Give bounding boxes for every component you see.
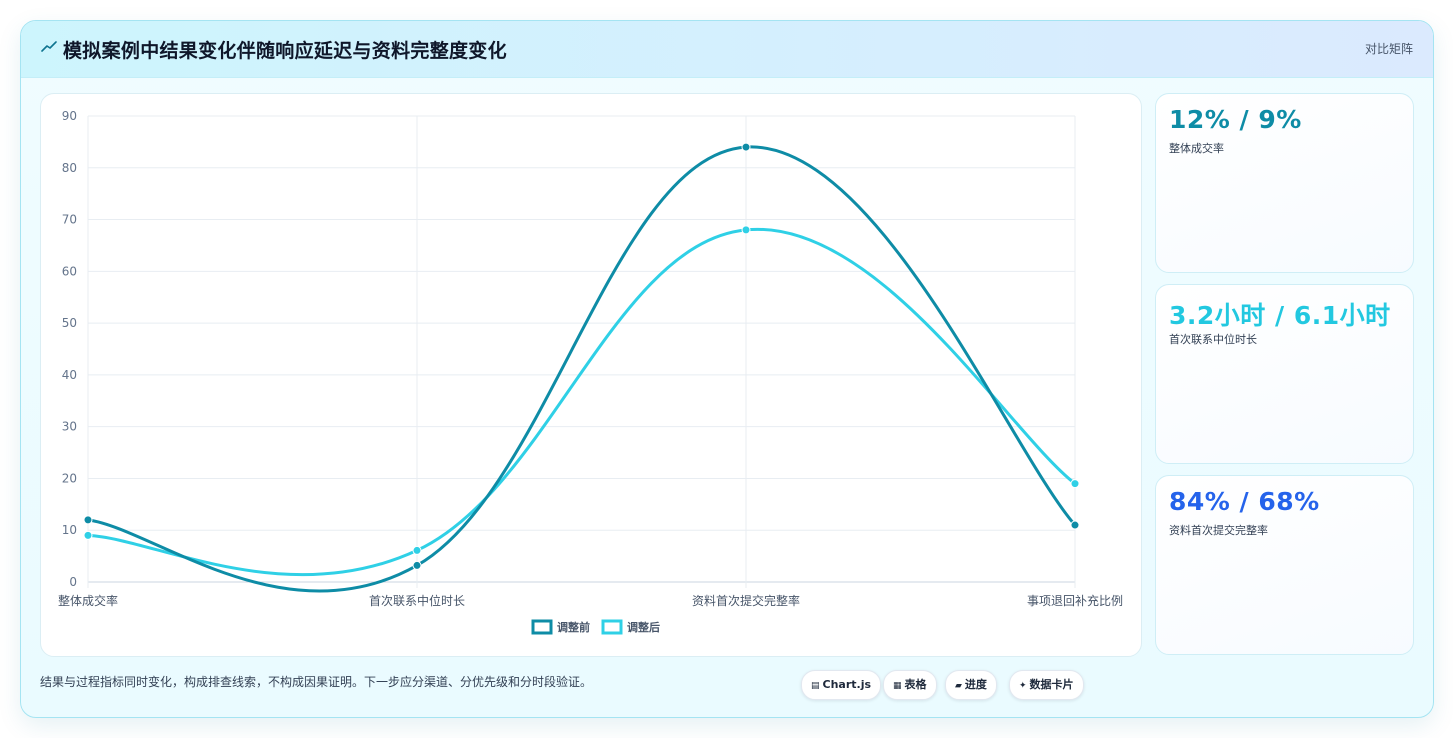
kpi-label: 首次联系中位时长 [1169,333,1257,346]
report-card: 模拟案例中结果变化伴随响应延迟与资料完整度变化 对比矩阵 0 10 20 30 40 50… [20,20,1434,718]
y-tick-label: 80 [62,161,77,175]
x-tick-label: 事项退回补充比例 [1027,593,1123,608]
legend-swatch [531,619,553,635]
kpi-value: 12% / 9% [1169,105,1302,134]
data-point [1070,479,1080,489]
progress-icon: ▰ [955,681,962,691]
y-tick-label: 90 [62,109,77,123]
x-tick-label: 资料首次提交完整率 [692,593,800,608]
kpi-card-completeness: 84% / 68% 资料首次提交完整率 [1155,475,1414,655]
chip-progress[interactable]: ▰ 进度 [945,670,997,700]
x-tick-label: 首次联系中位时长 [369,593,465,608]
table-icon: ▦ [893,681,902,691]
kpi-label: 整体成交率 [1169,142,1224,155]
line-chart: 0 10 20 30 40 50 60 70 80 90 整体成交率 首次联系中位时长 资料首次提交完整… [58,109,1123,635]
y-tick-label: 20 [62,471,77,485]
data-point [83,530,93,540]
kpi-card-close-rate: 12% / 9% 整体成交率 [1155,93,1414,273]
series-line [87,227,1076,577]
data-point [412,560,422,570]
series-line [87,145,1077,593]
chip-table[interactable]: ▦ 表格 [883,670,937,700]
sparkle-icon: ✦ [1019,681,1027,691]
y-tick-label: 40 [62,368,77,382]
y-tick-label: 60 [62,264,77,278]
kpi-card-first-contact: 3.2小时 / 6.1小时 首次联系中位时长 [1155,284,1414,464]
data-point [83,515,93,525]
chip-label: Chart.js [822,678,872,691]
trend-icon [41,41,57,52]
y-tick-label: 70 [62,213,77,227]
chip-label: 表格 [904,678,927,691]
chip-label: 数据卡片 [1029,678,1074,691]
data-point [741,142,751,152]
legend-label: 调整后 [627,620,660,634]
footnote: 结果与过程指标同时变化，构成排查线索，不构成因果证明。下一步应分渠道、分优先级和… [40,675,593,689]
kpi-value: 3.2小时 / 6.1小时 [1169,301,1391,330]
page-title: 模拟案例中结果变化伴随响应延迟与资料完整度变化 [63,40,507,62]
kpi-label: 资料首次提交完整率 [1169,524,1268,537]
x-tick-label: 整体成交率 [58,593,118,608]
y-tick-label: 10 [62,523,77,537]
compare-matrix-link[interactable]: 对比矩阵 [1364,42,1413,56]
card-header: 模拟案例中结果变化伴随响应延迟与资料完整度变化 对比矩阵 [21,21,1433,78]
y-tick-label: 0 [69,575,77,589]
chip-data-card[interactable]: ✦ 数据卡片 [1009,670,1084,700]
chip-label: 进度 [964,678,987,691]
legend-label: 调整前 [557,620,590,634]
chart-panel: 0 10 20 30 40 50 60 70 80 90 整体成交率 首次联系中位时长 资料首次提交完整… [40,93,1142,657]
chip-chartjs[interactable]: ▤ Chart.js [801,670,882,700]
kpi-value: 84% / 68% [1169,487,1320,516]
chart-icon: ▤ [811,681,820,691]
y-tick-label: 50 [62,316,77,330]
legend-swatch [601,619,623,635]
data-point [1070,520,1080,530]
y-tick-label: 30 [62,420,77,434]
data-point [741,225,751,235]
data-point [412,545,422,555]
